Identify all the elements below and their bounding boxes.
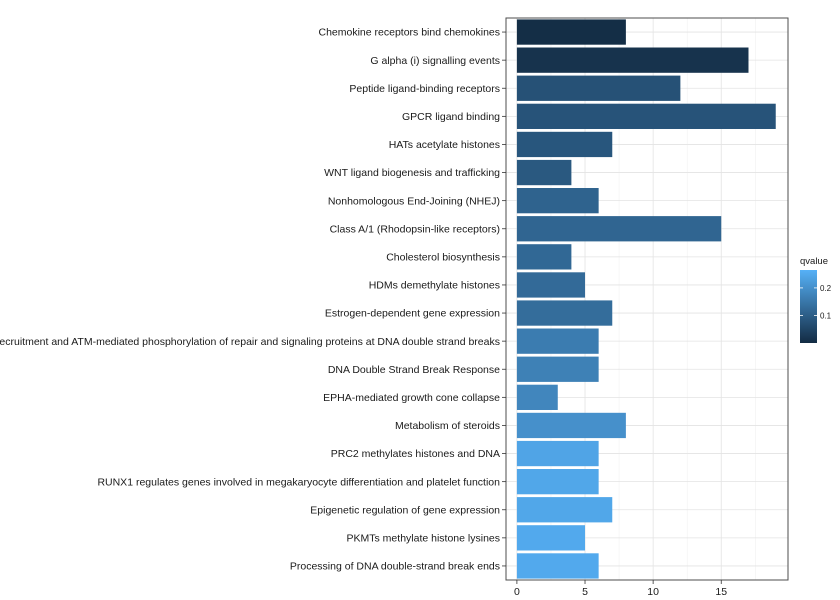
category-label: HATs acetylate histones — [389, 139, 500, 151]
grid-lines — [506, 18, 788, 580]
category-label: Epigenetic regulation of gene expression — [310, 504, 500, 516]
bar — [516, 440, 599, 467]
category-label: Recruitment and ATM-mediated phosphoryla… — [0, 336, 500, 348]
bar — [516, 356, 599, 382]
category-label: Cholesterol biosynthesis — [386, 251, 500, 263]
category-label: Metabolism of steroids — [395, 420, 500, 432]
category-label: G alpha (i) signalling events — [370, 55, 500, 67]
category-label: Nonhomologous End-Joining (NHEJ) — [328, 195, 500, 207]
bar — [516, 525, 586, 551]
category-label: PRC2 methylates histones and DNA — [331, 448, 500, 460]
bar — [516, 131, 613, 158]
bar — [516, 384, 558, 410]
bar — [516, 412, 626, 439]
category-label: Processing of DNA double-strand break en… — [290, 561, 500, 573]
category-label: Chemokine receptors bind chemokines — [318, 27, 500, 39]
category-label: PKMTs methylate histone lysines — [347, 532, 500, 544]
legend-title: qvalue — [800, 256, 828, 267]
legend-tick-label: 0.1 — [820, 311, 832, 320]
legend-colorbar — [800, 270, 817, 343]
bar — [516, 188, 599, 214]
category-label: Estrogen-dependent gene expression — [325, 308, 500, 320]
legend-tick-label: 0.2 — [820, 284, 832, 293]
bar — [516, 497, 613, 523]
bar — [516, 328, 599, 354]
x-tick-label: 15 — [715, 586, 727, 598]
bar — [516, 272, 586, 298]
category-label: RUNX1 regulates genes involved in megaka… — [97, 476, 500, 488]
bar — [516, 47, 749, 73]
x-tick-label: 5 — [582, 586, 588, 598]
bar — [516, 553, 599, 579]
category-labels: Chemokine receptors bind chemokines G alp… — [0, 27, 506, 573]
bar — [516, 103, 776, 129]
category-label: EPHA-mediated growth cone collapse — [323, 392, 500, 404]
bar — [516, 216, 722, 242]
category-label: Class A/1 (Rhodopsin-like receptors) — [330, 223, 500, 235]
category-label: WNT ligand biogenesis and trafficking — [324, 167, 500, 179]
category-label: Peptide ligand-binding receptors — [349, 83, 500, 95]
x-axis-ticks: 0 5 10 15 — [514, 580, 727, 598]
bar — [516, 19, 626, 45]
x-tick-label: 10 — [647, 586, 659, 598]
category-label: HDMs demethylate histones — [369, 280, 500, 292]
plot-panel-border — [505, 17, 789, 581]
bar — [516, 469, 599, 495]
bar — [516, 300, 613, 326]
bars — [516, 19, 776, 579]
category-label: DNA Double Strand Break Response — [328, 364, 500, 376]
bar — [516, 75, 681, 101]
category-label: GPCR ligand binding — [402, 111, 500, 123]
bar — [516, 159, 572, 186]
legend: qvalue 0.1 0.2 — [800, 256, 832, 343]
bar — [516, 244, 572, 270]
x-tick-label: 0 — [514, 586, 520, 598]
